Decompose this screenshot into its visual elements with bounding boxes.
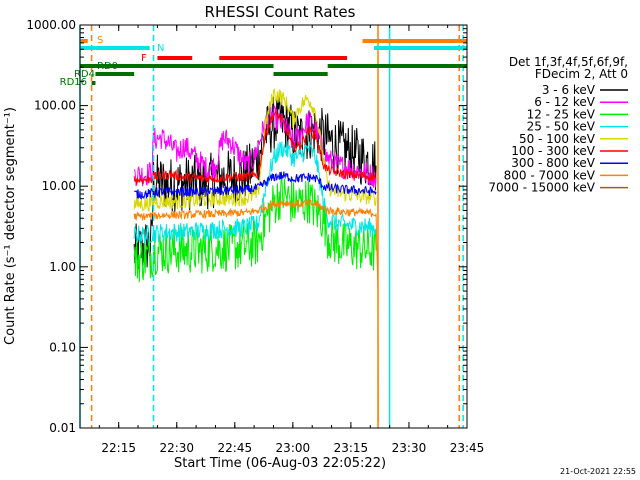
series-line-800-7000-kev bbox=[133, 199, 379, 422]
flag-label-rd0: RD0 bbox=[97, 61, 118, 72]
chart-title: RHESSI Count Rates bbox=[205, 3, 356, 21]
x-tick-label: 23:45 bbox=[450, 441, 485, 455]
legend-header-line-1: Det 1f,3f,4f,5f,6f,9f, bbox=[509, 55, 628, 69]
flag-label-f: F bbox=[141, 53, 147, 64]
x-tick-label: 22:30 bbox=[159, 441, 194, 455]
flag-label-s: S bbox=[97, 35, 103, 46]
legend-label-3-6-kev: 3 - 6 keV bbox=[542, 83, 596, 97]
series-line-100-300-kev bbox=[133, 110, 377, 185]
x-tick-label: 23:15 bbox=[334, 441, 369, 455]
legend-header-line-2: FDecim 2, Att 0 bbox=[535, 67, 628, 81]
legend: Det 1f,3f,4f,5f,6f,9f, FDecim 2, Att 0 3… bbox=[488, 55, 628, 195]
legend-label-100-300-kev: 100 - 300 keV bbox=[511, 144, 595, 158]
y-tick-label: 1000.00 bbox=[26, 18, 76, 32]
legend-label-800-7000-kev: 800 - 7000 keV bbox=[504, 168, 596, 182]
y-tick-label: 0.01 bbox=[49, 421, 76, 435]
x-tick-label: 23:30 bbox=[392, 441, 427, 455]
y-tick-label: 100.00 bbox=[34, 99, 76, 113]
flag-label-rd16: RD16 bbox=[60, 77, 87, 88]
y-axis-label: Count Rate (s⁻¹ detector segment⁻¹) bbox=[3, 107, 18, 345]
y-tick-label: 0.10 bbox=[49, 340, 76, 354]
x-tick-label: 22:15 bbox=[101, 441, 136, 455]
x-tick-label: 22:45 bbox=[218, 441, 253, 455]
y-tick-label: 10.00 bbox=[42, 179, 76, 193]
flag-label-n: N bbox=[157, 43, 164, 54]
legend-label-6-12-kev: 6 - 12 keV bbox=[534, 95, 596, 109]
y-axis-ticks: 0.01 0.10 1.00 10.00 100.00 1000.00 bbox=[26, 18, 467, 435]
series-line-300-800-kev bbox=[134, 171, 377, 200]
legend-label-300-800-kev: 300 - 800 keV bbox=[511, 156, 595, 170]
legend-label-7000-15000-kev: 7000 - 15000 keV bbox=[488, 181, 595, 195]
footer-timestamp: 21-Oct-2021 22:55 bbox=[560, 467, 636, 476]
x-axis-label: Start Time (06-Aug-03 22:05:22) bbox=[174, 456, 386, 471]
flag-label-rd4: RD4 bbox=[74, 69, 95, 80]
series-line-6-12-kev bbox=[133, 101, 377, 188]
legend-label-50-100-kev: 50 - 100 keV bbox=[519, 132, 596, 146]
series-layer bbox=[133, 87, 379, 422]
y-tick-label: 1.00 bbox=[49, 260, 76, 274]
legend-label-12-25-kev: 12 - 25 keV bbox=[527, 107, 596, 121]
x-tick-label: 23:00 bbox=[276, 441, 311, 455]
legend-label-25-50-kev: 25 - 50 keV bbox=[527, 120, 596, 134]
series-line-12-25-kev bbox=[133, 173, 377, 283]
flag-bar-layer bbox=[80, 39, 467, 85]
series-line-25-50-kev bbox=[133, 140, 377, 244]
x-axis-ticks: 22:15 22:30 22:45 23:00 23:15 23:30 23:45 bbox=[79, 25, 485, 455]
